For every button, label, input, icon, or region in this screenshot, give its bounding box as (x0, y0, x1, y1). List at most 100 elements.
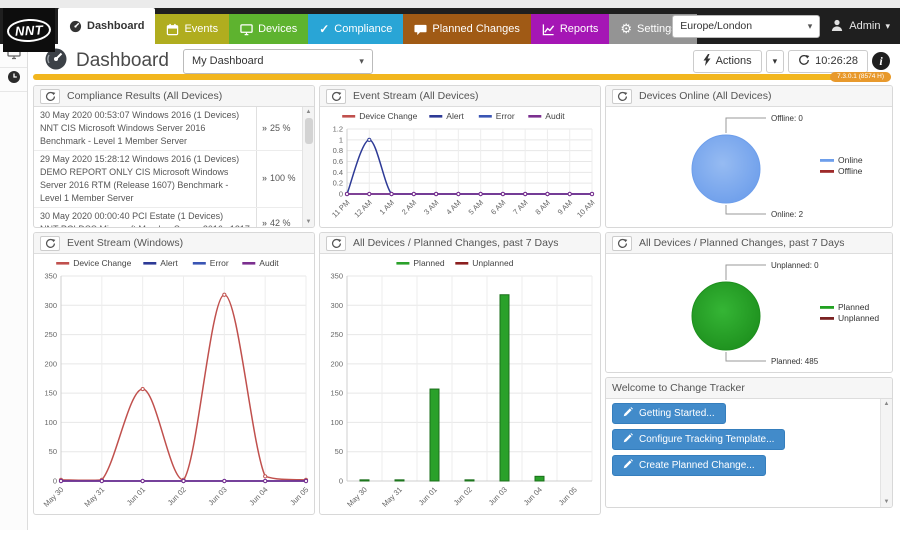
svg-text:Jun 02: Jun 02 (452, 485, 474, 507)
logo-text: NNT (6, 17, 52, 43)
grid-column-1: Compliance Results (All Devices) 30 May … (33, 85, 315, 550)
percent-cell: » 25 % (256, 107, 302, 151)
panel-header: Event Stream (All Devices) (320, 86, 600, 107)
svg-text:Jun 01: Jun 01 (125, 485, 147, 507)
tab-reports[interactable]: Reports (530, 14, 610, 44)
panel-title: All Devices / Planned Changes, past 7 Da… (639, 237, 845, 249)
table-row[interactable]: 30 May 2020 00:53:07 Windows 2016 (1 Dev… (34, 107, 302, 152)
percent-cell: » 100 % (256, 151, 302, 208)
svg-text:50: 50 (49, 447, 57, 456)
svg-text:0.2: 0.2 (333, 179, 343, 188)
svg-text:Jun 01: Jun 01 (417, 485, 439, 507)
scroll-track[interactable] (881, 409, 892, 497)
panel-header: Compliance Results (All Devices) (34, 86, 314, 107)
svg-text:Offline: Offline (838, 166, 863, 176)
panel-event-stream-all: Event Stream (All Devices) 0 0.2 0.4 0.6 0.8… (319, 85, 601, 228)
refresh-button[interactable] (326, 88, 346, 104)
tab-compliance[interactable]: ✓ Compliance (308, 14, 404, 44)
tab-planned-changes[interactable]: Planned Changes (403, 14, 531, 44)
planned-changes-pie-chart: Unplanned: 0 Planned: 485 Planned Unplanned (606, 254, 892, 372)
scroll-track[interactable] (303, 117, 314, 217)
svg-text:5 AM: 5 AM (467, 198, 485, 216)
svg-text:Device Change: Device Change (73, 258, 131, 268)
svg-text:6 AM: 6 AM (489, 198, 507, 216)
welcome-body: Getting Started... Configure Tracking Te… (606, 399, 892, 507)
left-sidebar (0, 44, 28, 530)
scrollbar[interactable]: ▲ ▼ (302, 107, 314, 227)
page-header: Dashboard My Dashboard ▾ Actions ▾ 10:26… (28, 44, 900, 76)
svg-text:Online: 2: Online: 2 (771, 210, 804, 219)
tab-label: Compliance (334, 23, 393, 35)
svg-text:0: 0 (339, 477, 343, 486)
svg-text:200: 200 (330, 359, 343, 368)
dashboard-gauge-icon (44, 47, 68, 76)
refresh-button[interactable] (612, 235, 632, 251)
sidebar-item-history[interactable] (0, 68, 27, 92)
scroll-up-icon[interactable]: ▲ (883, 401, 890, 407)
timezone-select[interactable]: Europe/London ▾ (672, 14, 821, 38)
refresh-button[interactable] (40, 88, 60, 104)
scroll-down-icon[interactable]: ▼ (305, 219, 312, 225)
lightning-icon (703, 53, 711, 69)
refresh-timer-button[interactable]: 10:26:28 (788, 49, 868, 73)
goto-icon: » (262, 217, 268, 227)
panel-planned-changes-bar: All Devices / Planned Changes, past 7 Da… (319, 232, 601, 515)
svg-text:Planned: 485: Planned: 485 (771, 357, 819, 366)
scroll-up-icon[interactable]: ▲ (305, 109, 312, 115)
scroll-down-icon[interactable]: ▼ (883, 499, 890, 505)
check-icon: ✓ (319, 22, 330, 36)
panel-compliance-results: Compliance Results (All Devices) 30 May … (33, 85, 315, 228)
tab-events[interactable]: Events (155, 14, 230, 44)
svg-text:May 30: May 30 (345, 485, 369, 509)
svg-text:Device Change: Device Change (359, 111, 417, 121)
getting-started-button[interactable]: Getting Started... (612, 403, 726, 424)
svg-text:Alert: Alert (160, 258, 178, 268)
timer-value: 10:26:28 (815, 55, 858, 67)
table-row[interactable]: 29 May 2020 15:28:12 Windows 2016 (1 Dev… (34, 151, 302, 209)
report-heading: 30 May 2020 00:53:07 Windows 2016 (1 Dev… (40, 110, 240, 120)
svg-text:Unplanned: Unplanned (472, 258, 513, 268)
refresh-button[interactable] (326, 235, 346, 251)
tab-label: Devices (258, 23, 298, 35)
tab-devices[interactable]: Devices (229, 14, 309, 44)
clock-icon (7, 70, 21, 89)
create-planned-change-button[interactable]: Create Planned Change... (612, 455, 766, 476)
tab-dashboard[interactable]: Dashboard (58, 8, 156, 44)
table-row[interactable]: 30 May 2020 00:00:40 PCI Estate (1 Devic… (34, 208, 302, 227)
scroll-thumb[interactable] (305, 118, 313, 144)
dashboard-select[interactable]: My Dashboard ▾ (182, 48, 373, 74)
report-detail: NNT CIS Microsoft Windows Server 2016 Be… (40, 123, 206, 147)
refresh-button[interactable] (612, 88, 632, 104)
svg-text:11 PM: 11 PM (330, 198, 351, 219)
button-label: Configure Tracking Template... (639, 434, 775, 445)
panel-title: Event Stream (All Devices) (353, 90, 479, 102)
timezone-value: Europe/London (680, 20, 753, 32)
scrollbar[interactable]: ▲ ▼ (880, 399, 892, 507)
navbar-right: Europe/London ▾ Admin ▾ (672, 8, 890, 44)
actions-button[interactable]: Actions (692, 49, 762, 73)
info-icon[interactable]: i (872, 52, 890, 70)
user-menu[interactable]: Admin ▾ (830, 18, 890, 35)
configure-tracking-template-button[interactable]: Configure Tracking Template... (612, 429, 786, 450)
panel-planned-changes-pie: All Devices / Planned Changes, past 7 Da… (605, 232, 893, 373)
report-detail: DEMO REPORT ONLY CIS Microsoft Windows S… (40, 167, 229, 204)
pencil-icon (623, 459, 633, 472)
actions-caret-button[interactable]: ▾ (765, 49, 785, 73)
svg-text:Offline: 0: Offline: 0 (771, 114, 803, 123)
main-content: Dashboard My Dashboard ▾ Actions ▾ 10:26… (28, 44, 900, 550)
svg-text:12 AM: 12 AM (352, 198, 373, 219)
tab-label: Planned Changes (432, 23, 520, 35)
panel-header: All Devices / Planned Changes, past 7 Da… (320, 233, 600, 254)
version-badge: 7.3.0.1 (8574 H) (830, 72, 891, 82)
report-cell: 30 May 2020 00:53:07 Windows 2016 (1 Dev… (34, 107, 256, 150)
svg-text:300: 300 (330, 301, 343, 310)
nnt-logo[interactable]: NNT (3, 8, 55, 52)
percent-cell: » 42 % (256, 208, 302, 227)
svg-text:0.6: 0.6 (333, 157, 343, 166)
svg-text:300: 300 (44, 301, 57, 310)
session-progress-bar: 7.3.0.1 (8574 H) (33, 72, 891, 82)
svg-text:Alert: Alert (446, 111, 464, 121)
refresh-button[interactable] (40, 235, 60, 251)
